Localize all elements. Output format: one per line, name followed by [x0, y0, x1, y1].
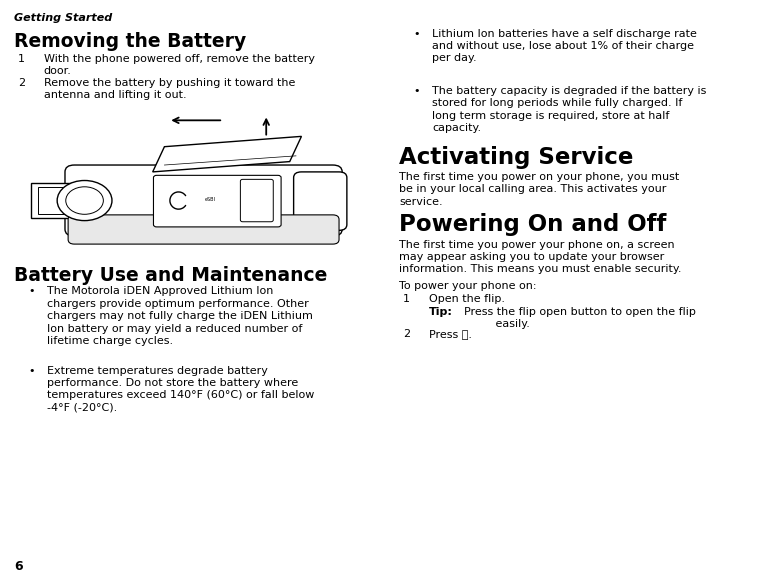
Text: Press Ⓟ.: Press Ⓟ. — [429, 329, 472, 339]
Text: The first time you power on your phone, you must
be in your local calling area. : The first time you power on your phone, … — [399, 172, 680, 207]
FancyBboxPatch shape — [31, 183, 80, 218]
Text: 2: 2 — [18, 78, 25, 88]
Text: Press the flip open button to open the flip
         easily.: Press the flip open button to open the f… — [464, 307, 695, 329]
Text: 6: 6 — [14, 560, 23, 573]
Text: With the phone powered off, remove the battery
door.: With the phone powered off, remove the b… — [44, 54, 315, 76]
Text: Powering On and Off: Powering On and Off — [399, 213, 666, 236]
Text: •: • — [413, 86, 420, 96]
FancyBboxPatch shape — [23, 126, 352, 246]
Text: Remove the battery by pushing it toward the
antenna and lifting it out.: Remove the battery by pushing it toward … — [44, 78, 295, 100]
Text: Activating Service: Activating Service — [399, 146, 633, 169]
FancyBboxPatch shape — [294, 172, 347, 230]
Circle shape — [66, 187, 103, 214]
Text: Open the flip.: Open the flip. — [429, 294, 505, 304]
FancyBboxPatch shape — [153, 175, 281, 227]
Text: eSBI: eSBI — [205, 198, 216, 202]
FancyBboxPatch shape — [65, 165, 342, 236]
Polygon shape — [153, 136, 301, 172]
Text: To power your phone on:: To power your phone on: — [399, 281, 537, 291]
FancyBboxPatch shape — [240, 179, 273, 222]
FancyBboxPatch shape — [38, 187, 72, 214]
Text: 1: 1 — [18, 54, 25, 64]
Text: Tip:: Tip: — [429, 307, 453, 316]
Text: •: • — [28, 286, 34, 296]
FancyBboxPatch shape — [68, 215, 339, 244]
Text: The first time you power your phone on, a screen
may appear asking you to update: The first time you power your phone on, … — [399, 240, 682, 274]
Text: •: • — [413, 29, 420, 38]
Circle shape — [57, 180, 112, 221]
Text: Lithium Ion batteries have a self discharge rate
and without use, lose about 1% : Lithium Ion batteries have a self discha… — [432, 29, 697, 64]
Text: Battery Use and Maintenance: Battery Use and Maintenance — [14, 266, 327, 285]
Text: The battery capacity is degraded if the battery is
stored for long periods while: The battery capacity is degraded if the … — [432, 86, 706, 133]
Text: Removing the Battery: Removing the Battery — [14, 32, 247, 50]
Text: 2: 2 — [403, 329, 410, 339]
Text: •: • — [28, 366, 34, 375]
Text: The Motorola iDEN Approved Lithium Ion
chargers provide optimum performance. Oth: The Motorola iDEN Approved Lithium Ion c… — [47, 286, 313, 346]
Text: Extreme temperatures degrade battery
performance. Do not store the battery where: Extreme temperatures degrade battery per… — [47, 366, 314, 413]
Text: 1: 1 — [403, 294, 410, 304]
Text: Getting Started: Getting Started — [14, 13, 112, 22]
